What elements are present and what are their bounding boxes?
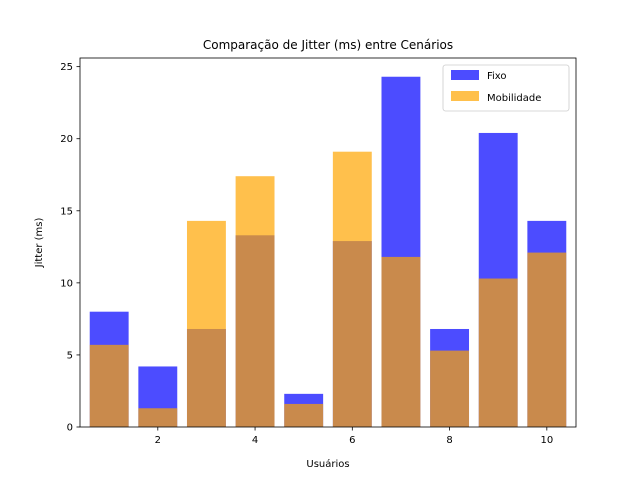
x-axis-label: Usuários	[306, 458, 349, 470]
legend-label-fixo: Fixo	[487, 71, 507, 82]
bar-mobilidade-7	[381, 256, 421, 427]
plot-frame	[79, 57, 577, 428]
y-tick-label-5: 5	[67, 350, 73, 361]
y-tick-label-10: 10	[60, 278, 73, 289]
x-tick-label-6: 6	[349, 435, 355, 446]
y-tick-label-20: 20	[60, 134, 73, 145]
legend-swatch-mobilidade	[451, 91, 479, 101]
y-tick-label-25: 25	[60, 62, 73, 73]
legend-label-mobilidade: Mobilidade	[487, 93, 541, 104]
y-tick-label-15: 15	[60, 206, 73, 217]
bar-mobilidade-9	[478, 278, 518, 427]
legend: Fixo Mobilidade	[442, 64, 570, 112]
bar-mobilidade-8	[430, 350, 470, 427]
x-tick-label-10: 10	[540, 435, 553, 446]
x-axis-ticks: 2 4 6 8 10	[155, 427, 553, 446]
bar-mobilidade-3	[186, 220, 226, 427]
bar-mobilidade-6	[332, 151, 372, 427]
bars-layer	[89, 76, 567, 428]
y-axis-ticks: 0 5 10 15 20 25	[60, 62, 80, 434]
bar-mobilidade-1	[89, 344, 129, 427]
x-tick-label-4: 4	[252, 435, 258, 446]
x-tick-label-2: 2	[155, 435, 161, 446]
bar-mobilidade-2	[138, 408, 178, 427]
legend-swatch-fixo	[451, 70, 479, 80]
bar-mobilidade-4	[235, 176, 275, 427]
bar-mobilidade-5	[284, 403, 324, 427]
bar-mobilidade-10	[527, 252, 567, 427]
y-axis-label: Jitter (ms)	[34, 218, 45, 269]
chart-title: Comparação de Jitter (ms) entre Cenários	[203, 38, 453, 52]
y-tick-label-0: 0	[67, 423, 73, 434]
x-tick-label-8: 8	[446, 435, 452, 446]
